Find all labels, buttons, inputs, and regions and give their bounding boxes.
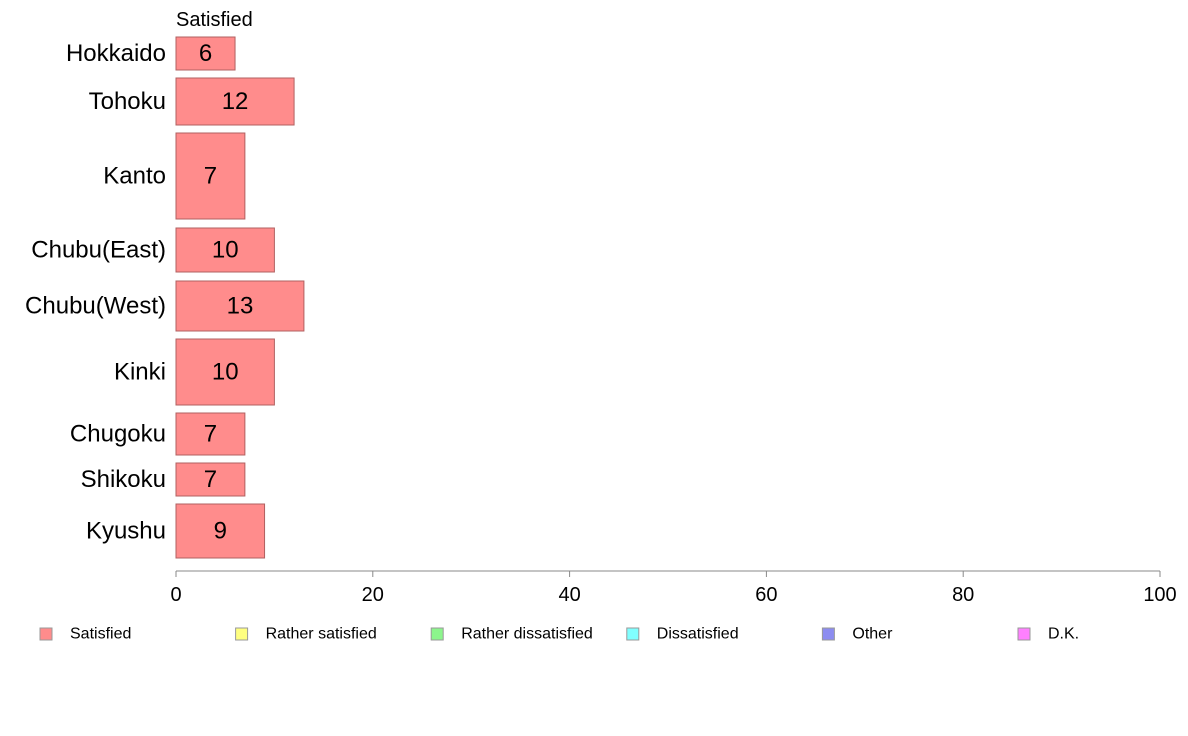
legend-swatch [1017,627,1031,641]
category-label: Kanto [103,163,166,190]
category-label: Chubu(East) [31,237,166,264]
legend-swatch [626,627,640,641]
x-axis: 0 20 40 60 80 100 [170,570,1177,606]
bars-layer: Hokkaido 6 Tohoku 12 Kanto 7 Chubu(East) 10 Chub… [25,36,305,559]
bar [175,462,246,497]
bar-value-label: 6 [199,40,212,67]
bar [175,77,295,126]
bar [175,503,266,559]
bar-value-label: 10 [212,359,239,386]
bar [175,227,275,273]
bar [175,132,246,220]
bar [175,36,236,71]
category-label: Chubu(West) [25,293,166,320]
bar [175,338,275,406]
bar-value-label: 13 [227,293,254,320]
bar-value-label: 7 [204,421,217,448]
x-ticks: 0 20 40 60 80 100 [170,571,1177,606]
legend-label: D.K. [1048,626,1079,643]
legend-label: Rather satisfied [266,626,377,643]
category-label: Tohoku [89,88,166,115]
legend-swatch [430,627,444,641]
category-label: Chugoku [70,421,166,448]
bar-value-label: 7 [204,163,217,190]
legend-swatch [39,627,53,641]
category-label: Kinki [114,359,166,386]
bar [175,412,246,456]
legend-swatch [235,627,249,641]
bar-value-label: 10 [212,237,239,264]
legend-label: Satisfied [70,626,131,643]
category-label: Kyushu [86,518,166,545]
legend: Satisfied Rather satisfied Rather dissatis… [39,626,1079,643]
category-label: Hokkaido [66,40,166,67]
x-tick-label: 0 [170,584,181,606]
legend-label: Other [852,626,893,643]
bar-value-label: 9 [214,518,227,545]
x-tick-label: 40 [558,584,580,606]
category-label: Shikoku [81,466,166,493]
x-tick-label: 20 [362,584,384,606]
x-tick-label: 80 [952,584,974,606]
series-header: Satisfied [176,9,253,31]
legend-label: Rather dissatisfied [461,626,593,643]
x-tick-label: 100 [1143,584,1176,606]
bar-value-label: 12 [222,88,249,115]
bar-value-label: 7 [204,466,217,493]
legend-label: Dissatisfied [657,626,739,643]
x-tick-label: 60 [755,584,777,606]
bar [175,280,305,332]
legend-swatch [821,627,835,641]
